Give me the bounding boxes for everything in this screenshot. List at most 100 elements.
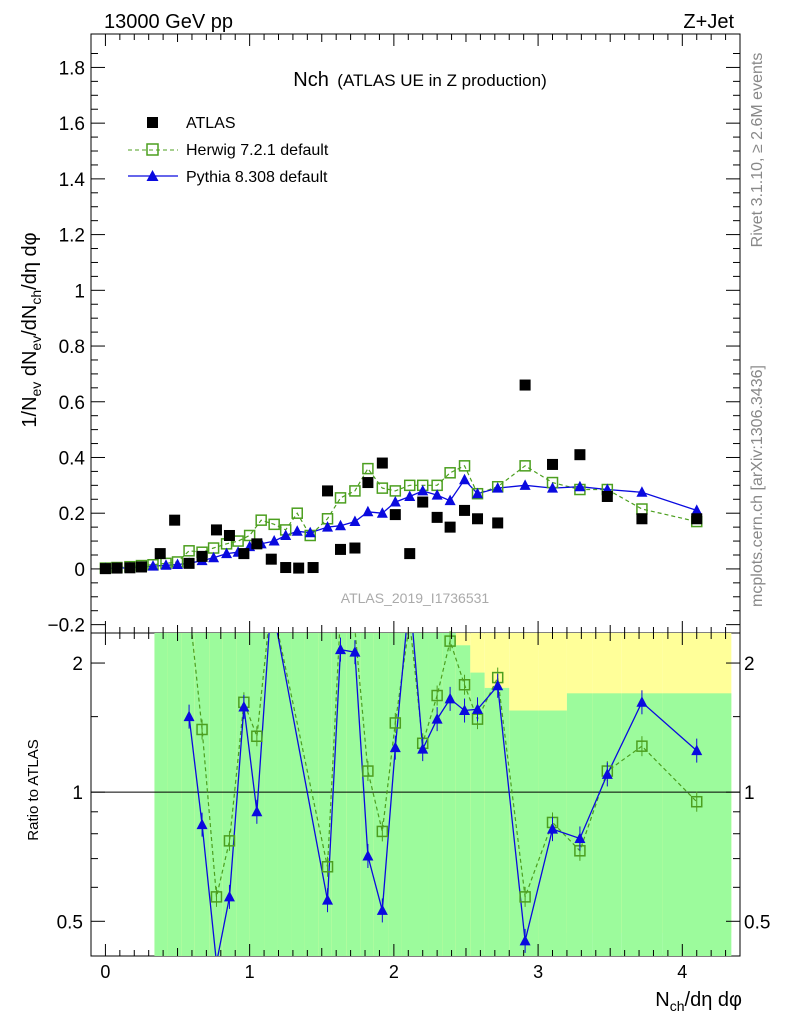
legend-label-herwig: Herwig 7.2.1 default <box>186 142 329 159</box>
herwig-point <box>519 460 531 472</box>
rivet-label: Rivet 3.1.10, ≥ 2.6M events <box>749 53 766 248</box>
herwig-point <box>349 485 361 497</box>
pythia-point <box>362 505 374 517</box>
y-tick-label: −0.2 <box>47 616 85 637</box>
pythia-point <box>376 507 388 518</box>
herwig-point <box>376 482 389 494</box>
herwig-point <box>232 535 244 547</box>
y-axis-label: 1/Nev dNev/dNch/dη dφ <box>19 232 44 427</box>
ratio-band-inner <box>264 633 278 956</box>
pythia-ratio-point <box>376 904 388 915</box>
pythia-ratio-line <box>188 633 698 956</box>
legend-marker-atlas <box>147 117 158 128</box>
pythia-point <box>147 560 159 571</box>
pythia-ratio-point <box>472 703 484 714</box>
y-tick-label: 0.2 <box>59 504 85 525</box>
pythia-point <box>335 519 347 531</box>
atlas-point <box>280 562 292 574</box>
atlas-point <box>196 550 208 562</box>
atlas-point <box>691 513 703 525</box>
atlas-point <box>389 509 401 521</box>
herwig-ratio-point <box>321 861 334 873</box>
atlas-point <box>417 496 429 508</box>
ratio-band-inner <box>304 633 319 956</box>
atlas-point <box>547 458 559 470</box>
pythia-point <box>221 547 233 559</box>
pythia-point <box>519 479 531 490</box>
atlas-point <box>223 529 235 541</box>
atlas-point <box>154 548 166 560</box>
atlas-point <box>210 524 222 536</box>
atlas-point <box>472 513 484 525</box>
herwig-point <box>444 467 456 479</box>
atlas-point <box>349 542 361 554</box>
pythia-ratio-point <box>691 744 703 756</box>
x-tick-label: 4 <box>677 962 687 982</box>
atlas-point <box>459 504 471 516</box>
herwig-ratio-point <box>196 723 208 736</box>
pythia-point <box>574 480 586 492</box>
pythia-ratio-point <box>335 643 347 655</box>
atlas-point <box>376 457 388 469</box>
y-tick-label: 0.4 <box>59 448 86 469</box>
ratio-band-inner <box>592 693 622 956</box>
pythia-point <box>431 489 443 500</box>
legend-label-pythia: Pythia 8.308 default <box>186 169 328 186</box>
pythia-point <box>160 559 172 570</box>
ratio-y-tick-label-right: 2 <box>744 654 755 675</box>
atlas-point <box>124 562 136 574</box>
main-panel-marks <box>99 379 703 575</box>
herwig-ratio-point <box>444 635 456 647</box>
pythia-ratio-point <box>223 890 235 902</box>
atlas-point <box>135 561 147 573</box>
y-tick-label: 1.6 <box>59 114 85 135</box>
y-tick-label: 0 <box>74 560 85 581</box>
herwig-ratio-point <box>210 891 223 903</box>
x-tick-label: 3 <box>533 962 543 982</box>
herwig-ratio-point <box>458 679 471 691</box>
plot-title-sub: (ATLAS UE in Z production) <box>337 71 546 90</box>
herwig-point <box>458 460 471 472</box>
ratio-band-inner <box>388 633 402 956</box>
pythia-point <box>492 482 504 493</box>
pythia-point <box>459 473 471 485</box>
pythia-point <box>268 535 280 546</box>
process-label: Z+Jet <box>683 11 734 33</box>
ratio-band-inner <box>291 633 305 956</box>
atlas-point <box>183 557 195 569</box>
legend-marker-pythia <box>146 170 159 181</box>
pythia-ratio-point <box>238 700 250 712</box>
pythia-point <box>444 494 456 506</box>
pythia-point <box>349 515 361 527</box>
atlas-point <box>322 485 334 497</box>
y-tick-label: 0.8 <box>59 337 85 358</box>
atlas-point <box>404 548 416 560</box>
y-tick-label: 1.2 <box>59 226 85 247</box>
plot-title: Nch (ATLAS UE in Z production) <box>293 69 546 91</box>
atlas-point <box>169 514 181 526</box>
pythia-ratio-point <box>251 805 263 817</box>
ratio-band-inner <box>415 633 429 956</box>
ratio-uncertainty-bands <box>154 633 732 956</box>
ratio-band-inner <box>455 645 471 956</box>
pythia-ratio-point <box>322 894 334 905</box>
atlas-point <box>601 490 613 502</box>
pythia-point <box>691 504 703 515</box>
plot-title-main: Nch <box>293 69 329 91</box>
herwig-point <box>255 514 267 526</box>
ratio-band-inner <box>222 633 237 956</box>
ratio-band-inner <box>428 633 443 956</box>
analysis-id-label: ATLAS_2019_I1736531 <box>341 590 490 606</box>
ratio-band-inner <box>484 687 510 956</box>
ratio-band-inner <box>442 633 456 956</box>
herwig-ratio-point <box>362 765 374 777</box>
ratio-band-inner <box>167 633 182 956</box>
atlas-point <box>574 449 586 461</box>
herwig-point <box>291 507 303 519</box>
ratio-y-tick-label: 0.5 <box>57 912 83 933</box>
pythia-point <box>291 525 303 536</box>
pythia-point <box>172 558 184 569</box>
x-tick-label: 0 <box>100 962 110 982</box>
pythia-point <box>280 529 292 540</box>
atlas-point <box>431 511 443 523</box>
